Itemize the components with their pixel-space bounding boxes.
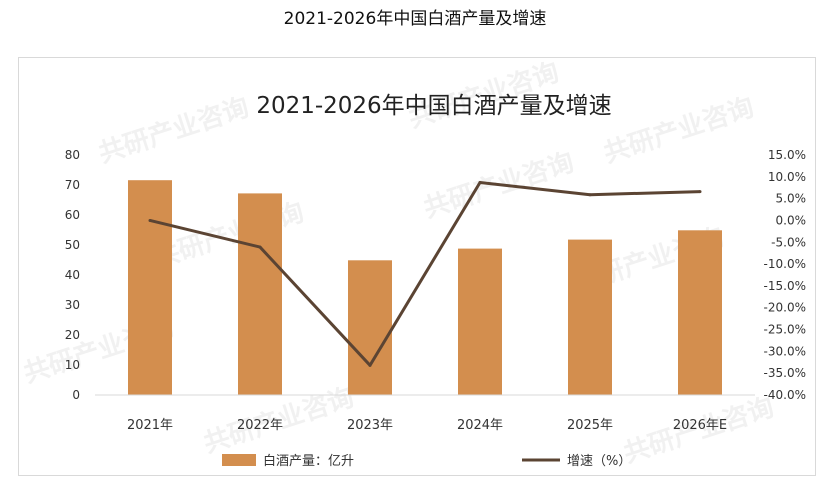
x-tick-label: 2021年 (127, 418, 173, 433)
bar (678, 230, 722, 395)
left-tick-label: 10 (65, 358, 80, 372)
right-tick-label: 15.0% (768, 148, 806, 162)
bar (458, 248, 502, 395)
x-axis: 2021年 2022年 2023年 2024年 2025年 2026年E (95, 394, 755, 433)
right-tick-label: -10.0% (764, 257, 806, 271)
x-tick-label: 2026年E (673, 418, 727, 433)
left-tick-label: 50 (65, 238, 80, 252)
left-tick-label: 80 (65, 148, 80, 162)
line-point (148, 218, 152, 222)
legend-swatch-bar (222, 454, 256, 466)
line-point (698, 190, 702, 194)
right-tick-label: 5.0% (776, 192, 807, 206)
legend-label-line: 增速（%） (567, 454, 631, 469)
right-tick-label: -20.0% (764, 301, 806, 315)
bar (128, 180, 172, 395)
right-tick-label: 10.0% (768, 170, 806, 184)
left-tick-label: 60 (65, 208, 80, 222)
right-axis: -40.0% -35.0% -30.0% -25.0% -20.0% -15.0% -10.… (764, 148, 806, 402)
line-point (258, 245, 262, 249)
bar (568, 239, 612, 395)
right-tick-label: 0.0% (776, 213, 807, 227)
legend-label-bar: 白酒产量：亿升 (263, 453, 354, 469)
bar (348, 260, 392, 395)
right-tick-label: -25.0% (764, 323, 806, 337)
x-tick-label: 2023年 (347, 418, 393, 433)
right-tick-label: -15.0% (764, 279, 806, 293)
chart-title: 2021-2026年中国白酒产量及增速 (256, 93, 611, 119)
bar-series (128, 180, 722, 395)
x-tick-label: 2025年 (567, 418, 613, 433)
right-tick-label: -35.0% (764, 366, 806, 380)
bar (238, 193, 282, 395)
growth-line (149, 180, 701, 367)
right-tick-label: -5.0% (771, 235, 806, 249)
legend: 白酒产量：亿升 增速（%） (222, 453, 631, 469)
right-tick-label: -40.0% (764, 388, 806, 402)
left-tick-label: 40 (65, 268, 80, 282)
x-tick-label: 2022年 (237, 418, 283, 433)
right-tick-label: -30.0% (764, 344, 806, 358)
line-point (478, 180, 482, 184)
left-tick-label: 70 (65, 178, 80, 192)
x-tick-label: 2024年 (457, 418, 503, 433)
line-point (588, 193, 592, 197)
left-tick-label: 0 (72, 388, 80, 402)
page-title: 2021-2026年中国白酒产量及增速 (283, 9, 547, 29)
line-point (368, 363, 372, 367)
line-series (148, 180, 702, 367)
left-axis: 0 10 20 30 40 50 60 70 80 (65, 148, 80, 402)
left-tick-label: 20 (65, 328, 80, 342)
left-tick-label: 30 (65, 298, 80, 312)
